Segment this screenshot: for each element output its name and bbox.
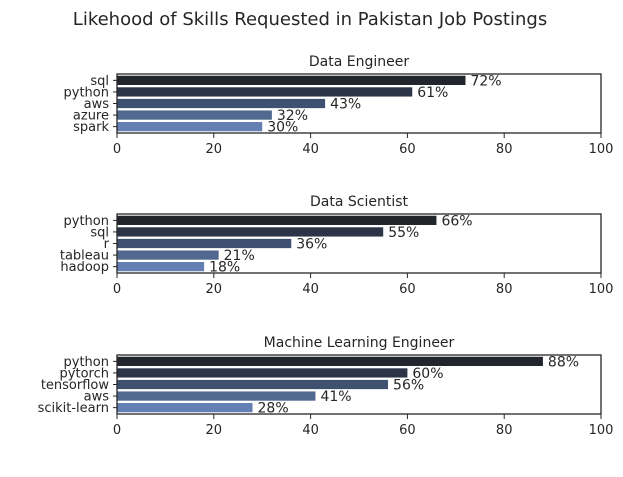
value-label: 60%	[412, 366, 443, 382]
x-tick-label: 40	[302, 423, 319, 438]
value-label: 72%	[470, 73, 501, 89]
category-label: tensorflow	[41, 378, 110, 393]
x-tick-label: 0	[113, 423, 121, 438]
bar-aws	[117, 391, 316, 401]
axes-frame	[116, 73, 602, 134]
bar-hadoop	[117, 262, 205, 272]
value-label: 43%	[330, 97, 361, 113]
bar-aws	[117, 98, 326, 109]
panel-title: Machine Learning Engineer	[264, 335, 455, 351]
panel-0: Data Engineer sql 72% python 61% aws 43% azure 3…	[64, 54, 614, 157]
panel-title: Data Scientist	[310, 194, 409, 210]
x-tick-label: 20	[206, 282, 223, 297]
x-tick-label: 0	[113, 142, 121, 157]
axes-frame	[116, 213, 602, 274]
x-tick-label: 100	[589, 142, 614, 157]
x-tick-label: 60	[399, 142, 416, 157]
panel-title: Data Engineer	[309, 54, 409, 70]
bar-tensorflow	[117, 379, 389, 390]
value-label: 61%	[417, 85, 448, 101]
category-label: r	[104, 237, 110, 252]
x-tick-label: 40	[302, 142, 319, 157]
category-label: scikit-learn	[38, 401, 109, 416]
x-tick-label: 20	[206, 423, 223, 438]
x-tick-label: 60	[399, 423, 416, 438]
bar-python	[117, 215, 437, 225]
value-label: 32%	[277, 108, 308, 124]
axes-frame	[116, 354, 602, 415]
value-label: 36%	[296, 237, 327, 253]
category-label: python	[64, 355, 109, 370]
category-label: pytorch	[60, 366, 109, 381]
category-label: spark	[73, 120, 109, 135]
value-label: 56%	[393, 378, 424, 394]
x-tick-label: 0	[113, 282, 121, 297]
value-label: 30%	[267, 120, 298, 136]
bar-sql	[117, 227, 384, 237]
panel-2: Machine Learning Engineer python 88% pytorc…	[38, 335, 614, 438]
x-tick-label: 100	[589, 282, 614, 297]
value-label: 88%	[548, 354, 579, 370]
panel-1: Data Scientist python 66% sql 55% r 36% tableau…	[60, 194, 614, 297]
bar-python	[117, 356, 543, 366]
x-tick-label: 80	[496, 282, 513, 297]
category-label: python	[64, 214, 109, 229]
figure-title: Likehood of Skills Requested in Pakistan…	[73, 9, 547, 30]
x-tick-label: 80	[496, 423, 513, 438]
x-tick-label: 80	[496, 142, 513, 157]
value-label: 66%	[441, 213, 472, 229]
category-label: python	[64, 85, 109, 100]
value-label: 55%	[388, 225, 419, 241]
category-label: tableau	[60, 249, 109, 264]
x-tick-label: 60	[399, 282, 416, 297]
bar-azure	[117, 110, 272, 120]
x-tick-label: 100	[589, 423, 614, 438]
bar-python	[117, 87, 413, 97]
category-label: azure	[73, 109, 109, 124]
category-label: aws	[84, 97, 110, 112]
bar-pytorch	[117, 368, 408, 378]
category-label: hadoop	[60, 260, 109, 275]
bar-spark	[117, 122, 263, 132]
x-tick-label: 40	[302, 282, 319, 297]
category-label: sql	[90, 225, 109, 240]
bar-sql	[117, 75, 466, 85]
category-label: aws	[84, 390, 110, 405]
x-tick-label: 20	[206, 142, 223, 157]
value-label: 28%	[258, 401, 289, 417]
bar-tableau	[117, 250, 219, 260]
value-label: 18%	[209, 260, 240, 276]
category-label: sql	[90, 74, 109, 89]
value-label: 21%	[224, 248, 255, 264]
value-label: 41%	[320, 389, 351, 405]
bar-r	[117, 238, 292, 249]
bar-scikit-learn	[117, 403, 253, 413]
